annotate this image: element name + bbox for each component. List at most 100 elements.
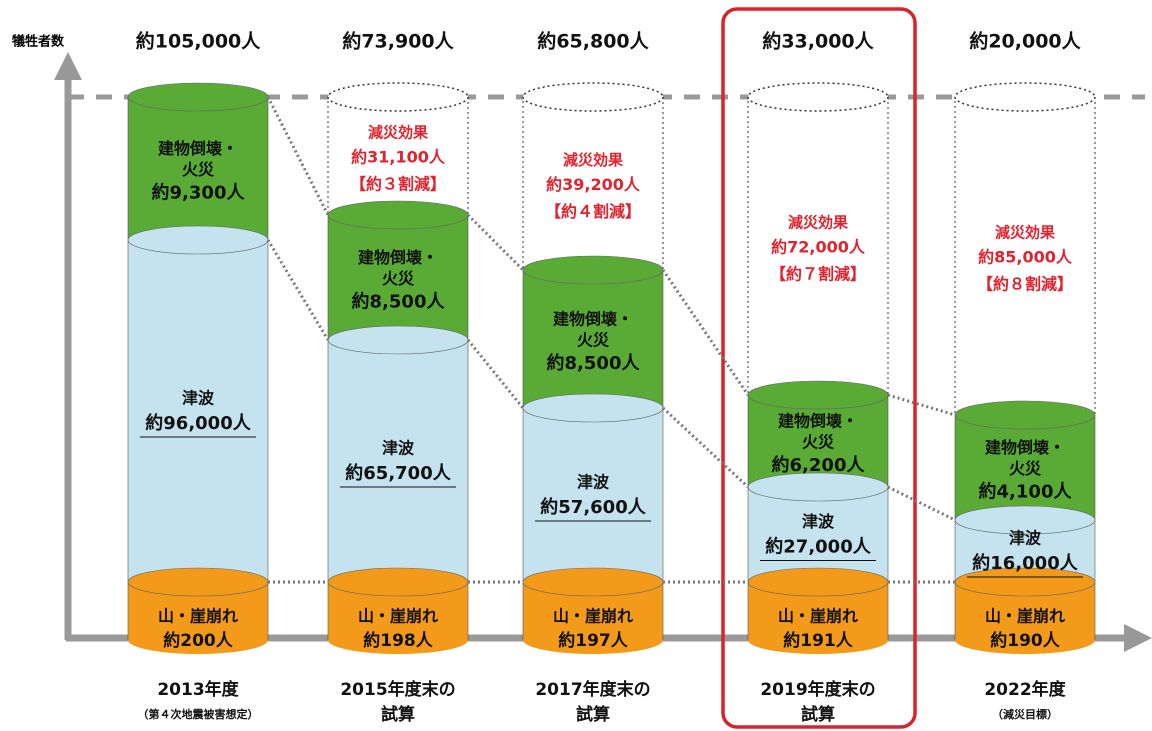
landslide-value: 約191人 bbox=[783, 630, 853, 651]
tsunami-value: 約96,000人 bbox=[145, 412, 251, 434]
tsunami-name: 津波 bbox=[382, 439, 415, 458]
reduction-title: 減災効果 bbox=[788, 214, 849, 232]
connector bbox=[466, 213, 525, 272]
tsunami-value: 約27,000人 bbox=[765, 536, 871, 558]
building-segment bbox=[328, 215, 468, 340]
landslide-name: 山・崖崩れ bbox=[778, 607, 858, 626]
tsunami-segment-cap bbox=[127, 225, 269, 255]
total-label: 約20,000人 bbox=[969, 30, 1081, 53]
building-name: 建物倒壊・ bbox=[778, 412, 858, 431]
column-label: 2015年度末の bbox=[340, 679, 455, 700]
reduction-segment-cap bbox=[522, 82, 664, 112]
tsunami-segment bbox=[328, 340, 468, 582]
connector bbox=[266, 96, 330, 216]
building-name: 建物倒壊・ bbox=[553, 310, 633, 329]
building-segment-cap bbox=[954, 400, 1096, 430]
highlight-frame bbox=[721, 7, 917, 729]
column-label: （減災目標） bbox=[992, 707, 1058, 721]
connector bbox=[466, 339, 525, 409]
building-segment bbox=[128, 97, 268, 240]
tsunami-value: 約16,000人 bbox=[972, 552, 1078, 574]
column-label: 試算 bbox=[381, 704, 415, 725]
tsunami-segment bbox=[748, 487, 888, 582]
building-name: 建物倒壊・ bbox=[985, 438, 1065, 457]
reduction-segment bbox=[954, 96, 1096, 416]
building-name: 建物倒壊・ bbox=[158, 139, 238, 158]
tsunami-segment-cap bbox=[522, 393, 664, 423]
building-value: 約4,100人 bbox=[979, 481, 1073, 503]
reduction-value: 約72,000人 bbox=[771, 238, 866, 257]
reduction-ratio: 【約３割減】 bbox=[350, 175, 446, 194]
reduction-segment-cap bbox=[954, 82, 1096, 112]
reduction-ratio: 【約７割減】 bbox=[770, 265, 866, 284]
total-label: 約65,800人 bbox=[537, 30, 649, 53]
total-label: 約33,000人 bbox=[762, 30, 874, 53]
connector bbox=[266, 239, 330, 341]
reduction-segment-cap bbox=[747, 82, 889, 112]
landslide-value: 約198人 bbox=[363, 630, 433, 651]
tsunami-name: 津波 bbox=[802, 512, 835, 531]
reduction-title: 減災効果 bbox=[995, 224, 1056, 242]
landslide-name: 山・崖崩れ bbox=[985, 607, 1065, 626]
building-segment-cap bbox=[522, 255, 664, 285]
tsunami-value: 約57,600人 bbox=[540, 496, 646, 518]
reduction-ratio: 【約８割減】 bbox=[977, 275, 1073, 294]
total-label: 約105,000人 bbox=[136, 30, 262, 53]
landslide-segment-cap bbox=[127, 567, 269, 597]
connector bbox=[887, 485, 956, 522]
column-label: 2019年度末の bbox=[760, 679, 875, 700]
landslide-value: 約190人 bbox=[990, 630, 1060, 651]
building-segment-cap bbox=[127, 82, 269, 112]
reduction-segment bbox=[747, 96, 889, 396]
column-label: 2017年度末の bbox=[535, 679, 650, 700]
landslide-segment-cap bbox=[327, 567, 469, 597]
tsunami-value: 約65,700人 bbox=[345, 462, 451, 484]
building-segment-cap bbox=[747, 380, 889, 410]
reduction-value: 約31,100人 bbox=[351, 148, 446, 167]
connector bbox=[887, 393, 956, 417]
tsunami-segment-cap bbox=[954, 505, 1096, 535]
connector bbox=[661, 269, 750, 396]
tsunami-name: 津波 bbox=[577, 473, 610, 492]
building-name: 火災 bbox=[1009, 459, 1042, 478]
building-value: 約9,300人 bbox=[152, 182, 246, 204]
reduction-title: 減災効果 bbox=[563, 151, 624, 169]
column-label: 試算 bbox=[801, 704, 835, 725]
building-segment-cap bbox=[327, 200, 469, 230]
reduction-ratio: 【約４割減】 bbox=[545, 202, 641, 221]
tsunami-name: 津波 bbox=[1009, 529, 1042, 548]
reduction-segment bbox=[522, 96, 664, 271]
reduction-title: 減災効果 bbox=[368, 124, 429, 142]
building-name: 火災 bbox=[577, 331, 610, 350]
building-name: 火災 bbox=[182, 160, 215, 179]
column-label: 試算 bbox=[576, 704, 610, 725]
column-label: 2022年度 bbox=[984, 679, 1066, 700]
tsunami-segment-cap bbox=[327, 325, 469, 355]
reduction-segment bbox=[327, 96, 469, 216]
reduction-segment-cap bbox=[327, 82, 469, 112]
building-value: 約6,200人 bbox=[772, 454, 866, 476]
building-segment bbox=[523, 270, 663, 408]
landslide-value: 約200人 bbox=[163, 630, 233, 651]
building-name: 火災 bbox=[802, 433, 835, 452]
building-segment bbox=[748, 395, 888, 487]
landslide-name: 山・崖崩れ bbox=[358, 607, 438, 626]
reduction-value: 約85,000人 bbox=[978, 248, 1073, 267]
building-segment bbox=[955, 415, 1095, 520]
landslide-name: 山・崖崩れ bbox=[158, 607, 238, 626]
y-axis-label: 犠牲者数 bbox=[12, 34, 65, 50]
column-label: （第４次地震被害想定） bbox=[138, 707, 259, 721]
tsunami-name: 津波 bbox=[182, 389, 215, 408]
building-value: 約8,500人 bbox=[547, 352, 641, 374]
building-value: 約8,500人 bbox=[352, 291, 446, 313]
tsunami-segment bbox=[128, 240, 268, 582]
column-label: 2013年度 bbox=[157, 679, 239, 700]
tsunami-segment bbox=[523, 408, 663, 582]
landslide-value: 約197人 bbox=[558, 630, 628, 651]
tsunami-segment-cap bbox=[747, 472, 889, 502]
building-name: 火災 bbox=[382, 269, 415, 288]
reduction-value: 約39,200人 bbox=[546, 175, 641, 194]
total-label: 約73,900人 bbox=[342, 30, 454, 53]
building-name: 建物倒壊・ bbox=[358, 248, 438, 267]
